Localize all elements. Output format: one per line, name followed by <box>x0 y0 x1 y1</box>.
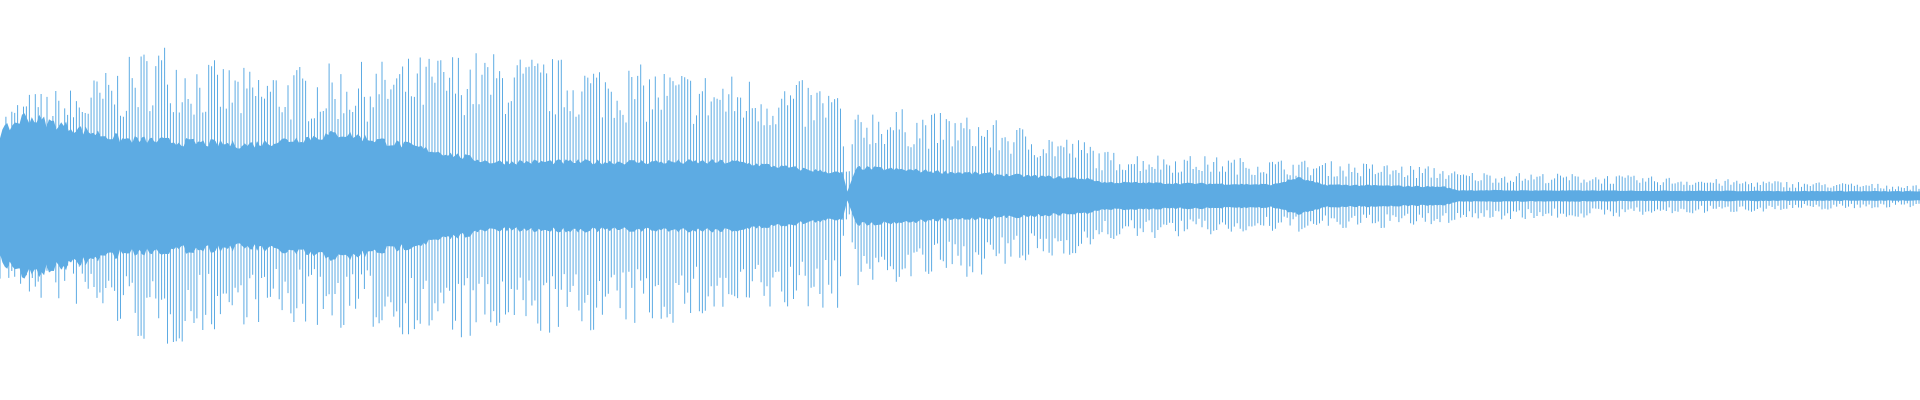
waveform-core <box>0 113 1920 279</box>
